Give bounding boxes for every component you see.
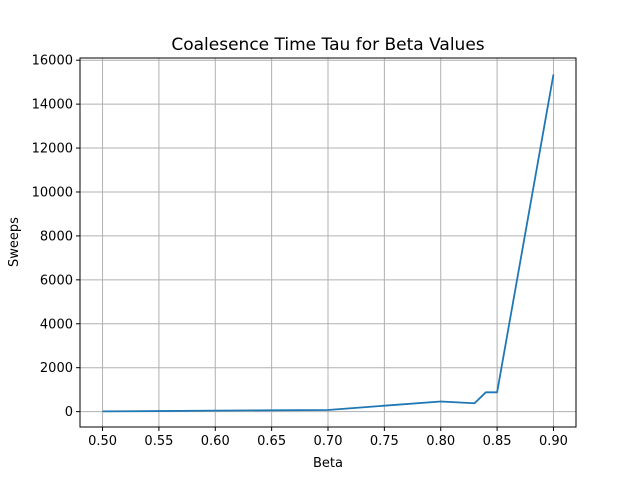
x-axis-label: Beta [313,456,343,471]
x-tick-label: 0.75 [370,434,399,449]
x-axis: 0.50 0.55 0.60 0.65 0.70 0.75 0.80 0.85 0.90 [88,427,568,449]
y-tick-label: 4000 [40,317,73,332]
chart-title: Coalesence Time Tau for Beta Values [171,35,484,55]
x-tick-label: 0.55 [144,434,173,449]
grid [80,58,576,427]
y-axis-label: Sweeps [7,217,22,267]
x-tick-label: 0.60 [201,434,230,449]
x-tick-label: 0.85 [483,434,512,449]
x-tick-label: 0.70 [314,434,343,449]
y-tick-label: 16000 [32,54,73,69]
x-tick-label: 0.80 [426,434,455,449]
x-tick-label: 0.50 [88,434,117,449]
y-tick-label: 2000 [40,361,73,376]
y-tick-label: 14000 [32,98,73,113]
y-tick-label: 12000 [32,142,73,157]
y-tick-label: 0 [65,405,73,420]
y-tick-label: 10000 [32,185,73,200]
series-line-0 [102,74,555,413]
x-tick-label: 0.90 [539,434,568,449]
y-tick-label: 6000 [40,273,73,288]
y-axis: 0 2000 4000 6000 8000 10000 12000 14000 16000 [32,54,80,420]
x-tick-label: 0.65 [257,434,286,449]
series-layer [102,74,555,413]
y-tick-label: 8000 [40,229,73,244]
